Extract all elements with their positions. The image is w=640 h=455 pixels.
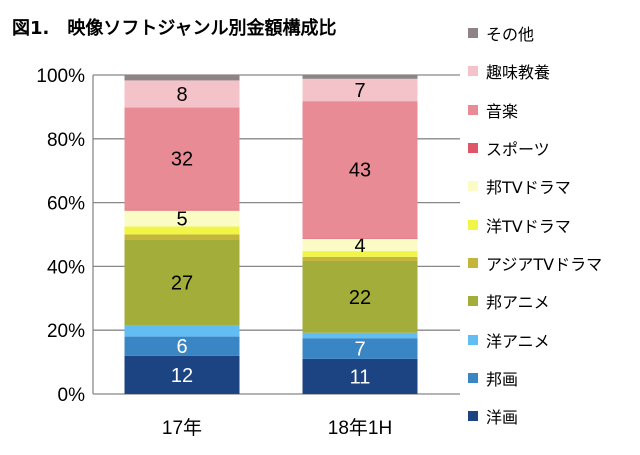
legend-label: 洋アニメ [486, 331, 550, 351]
y-tick-label: 20% [47, 321, 85, 342]
legend-item: 邦アニメ [468, 282, 602, 320]
legend-swatch [468, 143, 478, 154]
legend-swatch [468, 296, 478, 307]
legend-swatch [468, 257, 478, 268]
legend-item: スポーツ [468, 129, 602, 167]
bar-segment [302, 338, 418, 359]
legend-label: 洋画 [486, 408, 519, 428]
legend-label: その他 [486, 25, 535, 45]
bar-segment [302, 75, 418, 79]
legend-swatch [468, 411, 478, 422]
legend-item: その他 [468, 14, 602, 52]
legend: その他趣味教養音楽スポーツ邦TVドラマ 洋TVドラマアジアTVドラマ 邦アニメ洋アニ… [468, 14, 602, 435]
legend-item: 洋TVドラマ [468, 205, 602, 243]
bar-segment [124, 325, 240, 337]
legend-label: 邦TVドラマ [486, 178, 571, 198]
legend-item: 邦画 [468, 359, 602, 397]
legend-swatch [468, 104, 478, 115]
legend-label: 趣味教養 [486, 63, 551, 83]
y-tick-label: 80% [47, 130, 85, 151]
data-label: 5 [176, 209, 187, 231]
data-label: 8 [176, 84, 187, 106]
data-label: 32 [171, 149, 193, 171]
data-label: 6 [176, 336, 187, 358]
chart-title: 図1. 映像ソフトジャンル別金額構成比 [12, 18, 337, 39]
bar-segment [124, 239, 240, 326]
legend-item: 趣味教養 [468, 52, 602, 90]
x-tick-label: 18年1H [328, 417, 392, 439]
bar-segment [302, 238, 418, 252]
bar-segment [124, 107, 240, 210]
bar-segment [124, 234, 240, 240]
legend-label: 音楽 [486, 101, 519, 121]
y-tick-label: 60% [47, 194, 85, 215]
data-label: 7 [354, 80, 365, 102]
bar-segment [302, 78, 418, 102]
legend-item: アジアTVドラマ [468, 244, 602, 282]
legend-swatch [468, 66, 478, 77]
bar-segment [302, 260, 418, 333]
legend-label: スポーツ [486, 140, 550, 160]
data-label: 22 [349, 287, 371, 309]
bar-segment [302, 101, 418, 239]
legend-label: 邦アニメ [486, 293, 550, 313]
bar-segment [124, 75, 240, 81]
legend-swatch [468, 181, 478, 192]
legend-label: 洋TVドラマ [486, 216, 571, 236]
legend-item: 音楽 [468, 91, 602, 129]
legend-item: 洋アニメ [468, 320, 602, 358]
bar-segment [124, 355, 240, 394]
bar-segment [124, 226, 240, 235]
legend-label: アジアTVドラマ [486, 254, 603, 274]
data-label: 12 [171, 365, 193, 387]
legend-swatch [468, 219, 478, 230]
data-label: 11 [350, 366, 371, 388]
legend-swatch [468, 334, 478, 345]
legend-swatch [468, 28, 478, 39]
y-tick-label: 100% [36, 66, 85, 87]
bar-segment [302, 251, 418, 257]
bar-segment [302, 238, 418, 239]
legend-item: 邦TVドラマ [468, 167, 602, 205]
bar-segment [124, 80, 240, 108]
y-tick-label: 0% [58, 385, 86, 406]
bar-segment [302, 332, 418, 339]
bar-segment [302, 256, 418, 261]
data-label: 4 [354, 235, 365, 257]
x-tick-label: 17年 [162, 417, 202, 439]
legend-swatch [468, 372, 478, 383]
bar-segment [124, 210, 240, 227]
data-label: 7 [354, 339, 365, 361]
bar-segment [124, 209, 240, 211]
bar-segment [124, 336, 240, 356]
legend-item: 洋画 [468, 397, 602, 435]
bar-segment [302, 358, 418, 394]
data-label: 43 [349, 160, 371, 182]
legend-label: 邦画 [486, 369, 519, 389]
y-tick-label: 40% [47, 257, 85, 278]
data-label: 27 [171, 272, 193, 294]
